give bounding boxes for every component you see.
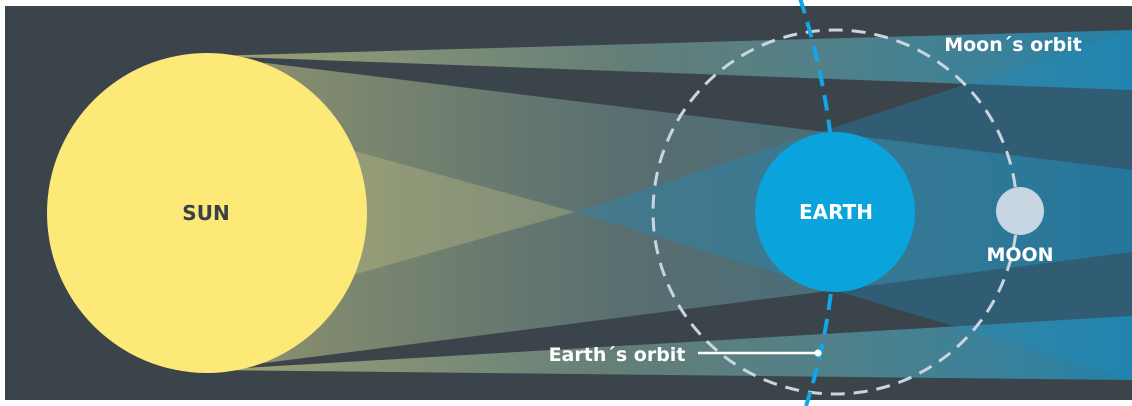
moon-orbit-label: Moon´s orbit xyxy=(944,34,1082,56)
earth-orbit-pointer-dot xyxy=(815,350,822,357)
moon-label: MOON xyxy=(986,244,1053,266)
earth-label: EARTH xyxy=(799,200,873,224)
moon xyxy=(996,187,1044,235)
earth-orbit-label: Earth´s orbit xyxy=(549,344,686,366)
sun-label: SUN xyxy=(182,201,229,225)
